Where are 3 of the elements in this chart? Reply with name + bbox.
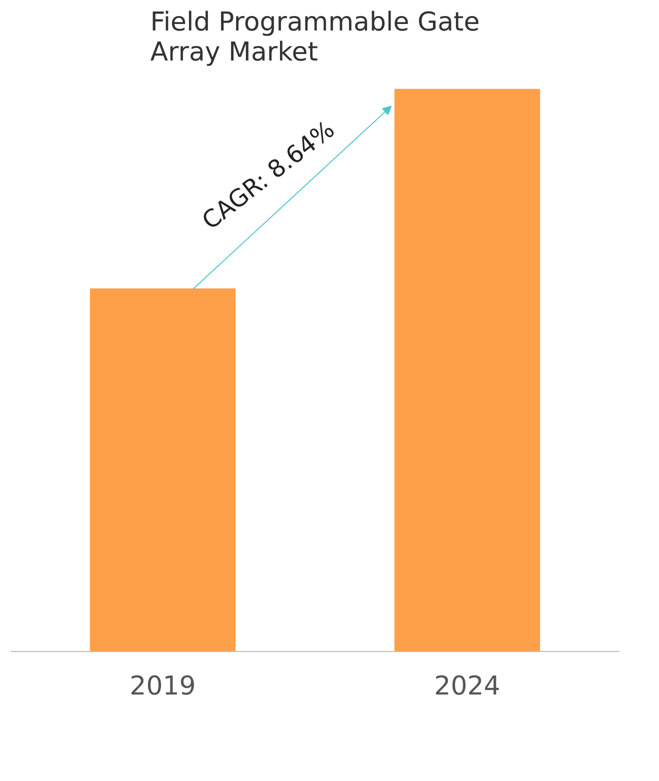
x-tick-label: 2024	[434, 672, 500, 702]
x-tick-label: 2019	[130, 672, 196, 702]
chart-title: Field Programmable Gate Array Market	[150, 8, 480, 68]
